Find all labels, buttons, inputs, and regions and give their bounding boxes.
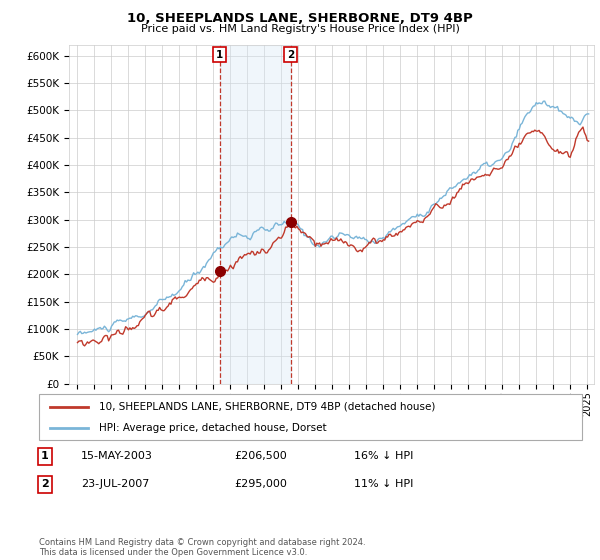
Text: HPI: Average price, detached house, Dorset: HPI: Average price, detached house, Dors… (99, 423, 326, 433)
Text: 1: 1 (216, 50, 223, 60)
Text: £206,500: £206,500 (234, 451, 287, 461)
Text: 10, SHEEPLANDS LANE, SHERBORNE, DT9 4BP: 10, SHEEPLANDS LANE, SHERBORNE, DT9 4BP (127, 12, 473, 25)
Text: 1: 1 (41, 451, 49, 461)
Text: 23-JUL-2007: 23-JUL-2007 (81, 479, 149, 489)
Bar (220, 45, 291, 384)
Text: 15-MAY-2003: 15-MAY-2003 (81, 451, 153, 461)
Text: 2: 2 (41, 479, 49, 489)
Text: 11% ↓ HPI: 11% ↓ HPI (354, 479, 413, 489)
Text: £295,000: £295,000 (234, 479, 287, 489)
Text: 10, SHEEPLANDS LANE, SHERBORNE, DT9 4BP (detached house): 10, SHEEPLANDS LANE, SHERBORNE, DT9 4BP … (99, 402, 435, 412)
Text: Contains HM Land Registry data © Crown copyright and database right 2024.
This d: Contains HM Land Registry data © Crown c… (39, 538, 365, 557)
Text: 16% ↓ HPI: 16% ↓ HPI (354, 451, 413, 461)
Text: Price paid vs. HM Land Registry's House Price Index (HPI): Price paid vs. HM Land Registry's House … (140, 24, 460, 34)
Text: 2: 2 (287, 50, 295, 60)
